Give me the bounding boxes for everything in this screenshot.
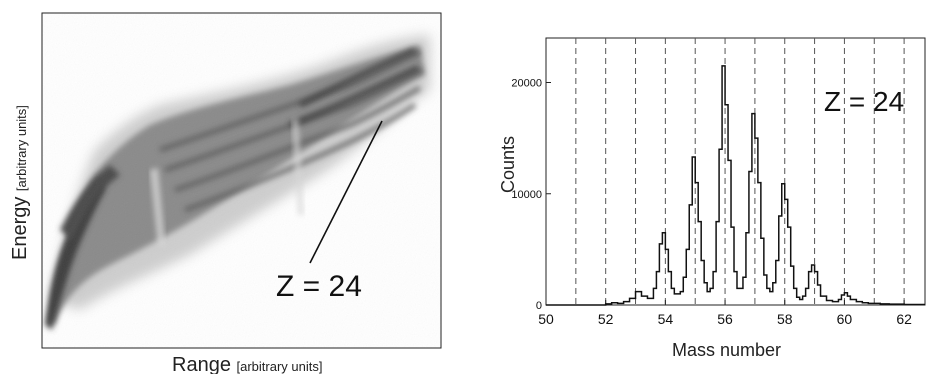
y-tick-label: 20000 [511, 78, 542, 90]
left-panel: Z = 24 Range [arbitrary units] Energy [a… [9, 12, 442, 374]
left-y-axis-label: Energy [arbitrary units] [9, 105, 31, 260]
scatter-density [42, 13, 441, 348]
right-annotation-text: Z = 24 [824, 86, 904, 117]
x-tick-label: 52 [598, 311, 614, 327]
left-annotation-pointer [309, 120, 383, 264]
x-tick-label: 58 [777, 311, 793, 327]
right-y-axis-label: Counts [498, 136, 518, 193]
x-tick-label: 50 [538, 311, 554, 327]
right-x-axis-label: Mass number [672, 340, 781, 360]
left-x-axis-label: Range [arbitrary units] [172, 354, 322, 374]
y-tick-label: 10000 [511, 189, 542, 201]
x-tick-label: 60 [837, 311, 853, 327]
x-tick-label: 62 [896, 311, 912, 327]
x-tick-label: 54 [658, 311, 674, 327]
right-panel: 50 52 54 56 58 60 62 0 10000 20000 Z = 24 Mass n… [498, 37, 926, 360]
y-ticks: 0 10000 20000 [511, 78, 551, 312]
x-tick-label: 56 [717, 311, 733, 327]
y-tick-label: 0 [536, 300, 542, 312]
histogram-series [546, 65, 925, 306]
mass-dashed-lines [575, 38, 905, 305]
left-annotation-text: Z = 24 [276, 270, 362, 303]
x-ticks: 50 52 54 56 58 60 62 [538, 300, 912, 327]
left-plot-frame [41, 12, 442, 349]
right-plot-frame [545, 37, 926, 306]
